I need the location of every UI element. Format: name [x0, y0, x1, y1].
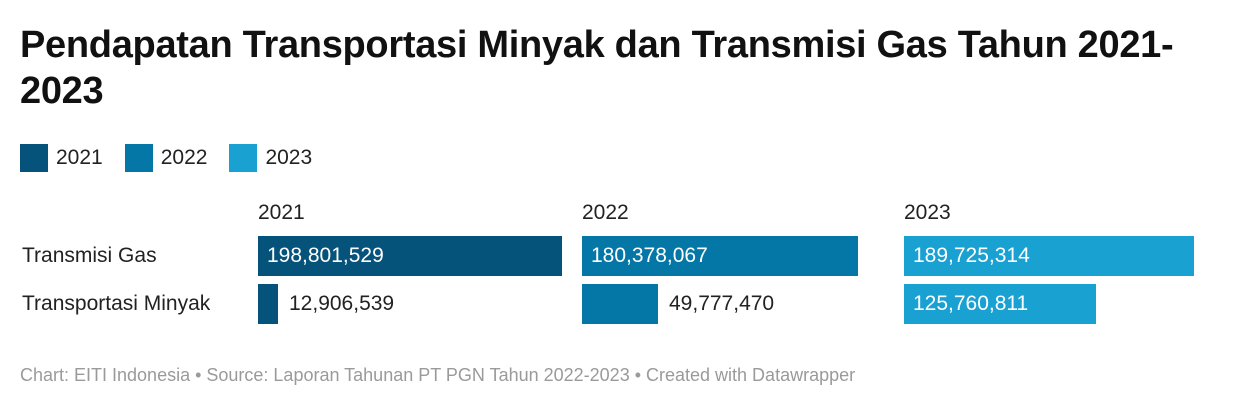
chart-footer: Chart: EITI Indonesia • Source: Laporan …: [20, 365, 856, 385]
data-label-2021-transportasi-minyak: 12,906,539: [289, 292, 395, 315]
data-label-2023-transportasi-minyak: 125,760,811: [913, 292, 1029, 315]
legend-label-2021: 2021: [56, 146, 103, 169]
legend-item-2022: 2022: [124, 144, 208, 172]
chart-legend: 2021 2022 2023: [20, 144, 334, 172]
legend-swatch-2022: [124, 144, 153, 172]
legend-label-2023: 2023: [265, 146, 313, 169]
data-label-2021-transmisi-gas: 198,801,529: [267, 244, 384, 267]
chart-title: Pendapatan Transportasi Minyak dan Trans…: [20, 24, 1174, 112]
legend-swatch-2021: [20, 144, 48, 172]
panel-header-2021: 2021: [258, 201, 305, 224]
legend-item-2023: 2023: [229, 144, 312, 172]
data-label-2023-transmisi-gas: 189,725,314: [913, 244, 1030, 267]
bar-2022-transmisi-gas: [582, 236, 858, 276]
data-label-2022-transportasi-minyak: 49,777,470: [669, 292, 775, 315]
bar-2021-transportasi-minyak: [258, 284, 278, 324]
bar-2023-transportasi-minyak: [904, 284, 1096, 324]
panel-header-2023: 2023: [904, 201, 951, 224]
bar-2022-transportasi-minyak: [582, 284, 658, 324]
bar-2021-transmisi-gas: [258, 236, 562, 276]
legend-label-2022: 2022: [160, 146, 208, 169]
bar-2023-transmisi-gas: [904, 236, 1194, 276]
row-label-transmisi-gas: Transmisi Gas: [22, 244, 157, 267]
row-label-transportasi-minyak: Transportasi Minyak: [22, 292, 211, 315]
legend-swatch-2023: [229, 144, 258, 172]
legend-item-2021: 2021: [20, 144, 103, 172]
panel-header-2022: 2022: [582, 201, 629, 224]
data-label-2022-transmisi-gas: 180,378,067: [591, 244, 708, 267]
